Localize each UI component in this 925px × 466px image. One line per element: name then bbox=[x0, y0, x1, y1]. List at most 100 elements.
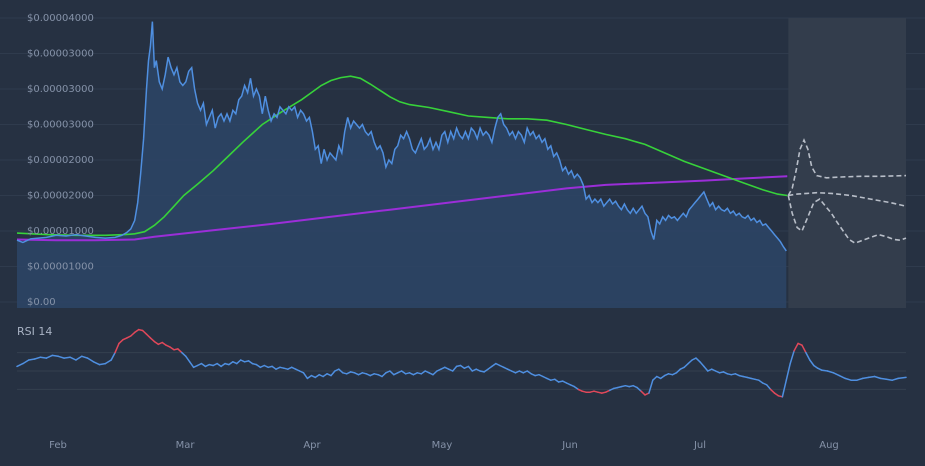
x-tick-label: Aug bbox=[819, 440, 839, 451]
y-tick-label: $0.00003000 bbox=[27, 120, 94, 131]
rsi-segment bbox=[161, 341, 167, 346]
rsi-segment bbox=[39, 356, 48, 359]
rsi-segment bbox=[648, 379, 654, 394]
rsi-segment bbox=[451, 365, 458, 372]
x-tick-label: Apr bbox=[303, 440, 321, 451]
rsi-line bbox=[16, 328, 907, 398]
y-tick-label: $0.00001000 bbox=[27, 262, 94, 273]
rsi-segment bbox=[432, 370, 438, 376]
x-tick-label: May bbox=[432, 440, 453, 451]
rsi-segment bbox=[809, 359, 815, 367]
y-tick-label: $0.00003000 bbox=[27, 84, 94, 95]
rsi-segment bbox=[110, 351, 116, 361]
rsi-segment bbox=[769, 388, 776, 394]
x-tick-label: Feb bbox=[49, 440, 67, 451]
rsi-segment bbox=[381, 372, 387, 378]
rsi-segment bbox=[636, 386, 642, 392]
rsi-segment bbox=[467, 365, 474, 372]
rsi-segment bbox=[389, 370, 395, 376]
rsi-segment bbox=[856, 377, 864, 381]
rsi-segment bbox=[104, 359, 112, 365]
rsi-segment bbox=[33, 356, 42, 360]
rsi-segment bbox=[16, 362, 24, 368]
rsi-panel-title: RSI 14 bbox=[17, 325, 52, 338]
rsi-segment bbox=[487, 365, 493, 370]
x-tick-label: Mar bbox=[176, 440, 196, 451]
rsi-segment bbox=[526, 370, 532, 375]
rsi-segment bbox=[832, 372, 841, 377]
rsi-segment bbox=[785, 362, 791, 381]
rsi-segment bbox=[491, 362, 497, 368]
rsi-segment bbox=[758, 379, 764, 384]
rsi-segment bbox=[228, 361, 234, 366]
rsi-segment bbox=[675, 368, 682, 374]
rsi-segment bbox=[793, 342, 799, 352]
rsi-segment bbox=[92, 361, 101, 366]
price-line bbox=[16, 21, 787, 252]
rsi-segment bbox=[322, 373, 328, 378]
rsi-segment bbox=[813, 364, 819, 369]
y-tick-label: $0.00001000 bbox=[27, 226, 94, 237]
rsi-segment bbox=[789, 350, 795, 365]
rsi-segment bbox=[75, 355, 83, 361]
rsi-segment bbox=[51, 354, 59, 358]
rsi-segment bbox=[553, 378, 560, 383]
y-tick-label: $0.00002000 bbox=[27, 155, 94, 166]
x-tick-label: Jul bbox=[693, 440, 706, 451]
rsi-segment bbox=[652, 375, 658, 381]
rsi-segment bbox=[862, 376, 870, 380]
rsi-segment bbox=[306, 374, 313, 380]
rsi-segment bbox=[683, 362, 689, 369]
rsi-segment bbox=[302, 372, 309, 380]
rsi-segment bbox=[28, 358, 36, 361]
rsi-segment bbox=[114, 342, 120, 354]
rsi-segment bbox=[687, 359, 693, 365]
rsi-segment bbox=[826, 370, 835, 374]
rsi-segment bbox=[338, 368, 344, 374]
rsi-segment bbox=[22, 359, 30, 365]
rsi-segment bbox=[57, 355, 65, 359]
rsi-segment bbox=[81, 355, 89, 359]
x-axis-tick-labels: Feb Mar Apr May Jun Jul Aug bbox=[49, 440, 839, 451]
forecast-region bbox=[788, 18, 906, 308]
rsi-segment bbox=[459, 364, 466, 369]
rsi-segment bbox=[314, 373, 320, 379]
rsi-segment bbox=[271, 365, 277, 370]
slow-moving-average-line bbox=[16, 175, 788, 242]
price-area-fill bbox=[17, 21, 787, 308]
rsi-segment bbox=[400, 370, 407, 375]
rsi-segment bbox=[699, 361, 705, 368]
rsi-segment bbox=[63, 356, 71, 359]
rsi-segment bbox=[897, 376, 907, 380]
rsi-segment bbox=[891, 377, 899, 381]
rsi-segment bbox=[130, 331, 136, 337]
y-tick-label: $0.00003000 bbox=[27, 49, 94, 60]
y-tick-label: $0.00 bbox=[27, 297, 56, 308]
rsi-segment bbox=[801, 344, 807, 354]
forecast-upper-line bbox=[787, 138, 907, 196]
y-tick-label: $0.00004000 bbox=[27, 13, 94, 24]
rsi-segment bbox=[573, 385, 580, 391]
rsi-segment bbox=[844, 377, 852, 381]
rsi-segment bbox=[86, 357, 95, 363]
fast-moving-average-line bbox=[16, 75, 788, 237]
rsi-segment bbox=[640, 390, 646, 396]
rsi-segment bbox=[703, 365, 709, 372]
rsi-segment bbox=[873, 375, 882, 380]
rsi-segment bbox=[247, 360, 254, 365]
rsi-segment bbox=[867, 375, 876, 379]
rsi-segment bbox=[885, 378, 894, 381]
rsi-segment bbox=[236, 359, 242, 365]
rsi-segment bbox=[181, 351, 187, 358]
rsi-segment bbox=[483, 368, 489, 373]
rsi-segment bbox=[177, 348, 183, 354]
rsi-segment bbox=[820, 369, 829, 372]
x-tick-label: Jun bbox=[561, 440, 578, 451]
forecast-mid-line bbox=[788, 191, 907, 207]
rsi-segment bbox=[188, 361, 195, 369]
rsi-segment bbox=[133, 328, 140, 334]
rsi-segment bbox=[220, 362, 226, 368]
rsi-segment bbox=[45, 354, 54, 359]
rsi-segment bbox=[149, 337, 156, 343]
